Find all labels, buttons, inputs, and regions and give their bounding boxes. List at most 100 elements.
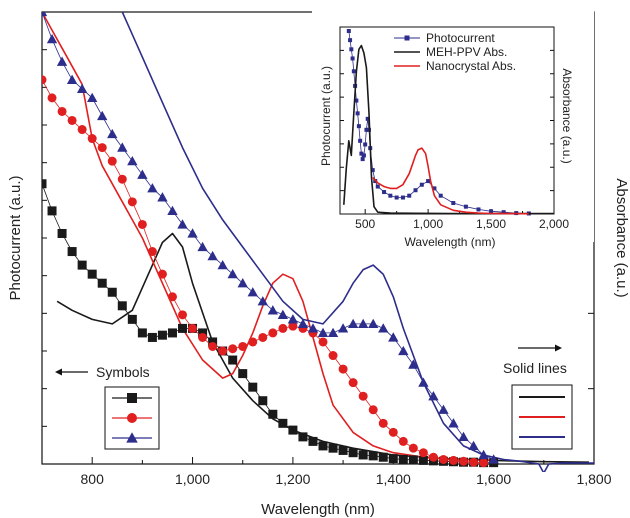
photocurrent-point-triangle (388, 332, 399, 342)
symbols-legend-marker-circle (127, 413, 137, 423)
inset-photocurrent-point (348, 38, 353, 43)
photocurrent-point-square (77, 260, 87, 270)
inset-photocurrent-point (364, 127, 369, 132)
photocurrent-point-circle (268, 328, 278, 338)
photocurrent-point-triangle (448, 418, 459, 428)
photocurrent-point-triangle (97, 110, 108, 121)
photocurrent-point-circle (137, 219, 147, 229)
inset-legend-label: MEH-PPV Abs. (426, 45, 507, 59)
photocurrent-point-square (418, 455, 428, 465)
photocurrent-point-square (268, 409, 278, 419)
photocurrent-point-circle (218, 346, 228, 356)
photocurrent-point-circle (77, 125, 87, 135)
photocurrent-point-circle (408, 443, 418, 453)
photocurrent-point-triangle (247, 287, 258, 297)
main-x-axis-label: Wavelength (nm) (261, 501, 375, 518)
photocurrent-point-triangle (197, 241, 208, 252)
photocurrent-point-triangle (368, 318, 379, 329)
photocurrent-point-triangle (137, 169, 148, 179)
photocurrent-point-circle (328, 351, 338, 361)
photocurrent-point-triangle (56, 56, 68, 66)
photocurrent-point-triangle (157, 192, 168, 202)
photocurrent-point-square (87, 269, 97, 279)
photocurrent-point-square (318, 441, 328, 451)
photocurrent-point-triangle (267, 305, 279, 315)
photocurrent-point-circle (448, 455, 458, 465)
photocurrent-point-square (67, 247, 77, 257)
photocurrent-point-triangle (327, 327, 339, 338)
inset-x-tick-labels: 500 1,000 1,500 2,000 (355, 217, 569, 231)
inset-photocurrent-point (407, 193, 412, 198)
photocurrent-point-triangle (66, 74, 78, 84)
photocurrent-point-triangle (117, 142, 128, 152)
photocurrent-point-circle (157, 269, 167, 279)
photocurrent-point-circle (418, 448, 428, 458)
photocurrent-point-triangle (177, 219, 188, 229)
photocurrent-point-square (157, 330, 167, 340)
photocurrent-point-triangle (468, 440, 479, 451)
photocurrent-point-square (358, 450, 368, 460)
photocurrent-point-square (368, 451, 378, 461)
photocurrent-point-triangle (408, 359, 419, 369)
symbols-arrow-head (55, 368, 62, 376)
photocurrent-point-triangle (207, 250, 218, 261)
photocurrent-point-circle (178, 310, 188, 320)
photocurrent-point-circle (288, 321, 298, 331)
solid-lines-legend-items (519, 396, 565, 438)
photocurrent-point-triangle (287, 314, 299, 324)
photocurrent-point-triangle (217, 259, 228, 270)
photocurrent-point-circle (248, 337, 258, 347)
inset-photocurrent-point (370, 168, 375, 173)
inset-photocurrent-point (346, 29, 351, 33)
inset-chart: 500 1,000 1,500 2,000 Wavelength (nm) Photo… (312, 8, 594, 249)
photocurrent-point-triangle (46, 33, 58, 44)
photocurrent-point-square (298, 432, 308, 442)
inset-photocurrent-point (355, 111, 360, 116)
photocurrent-point-circle (42, 75, 47, 85)
inset-photocurrent-point (451, 201, 456, 206)
inset-series-group (343, 29, 554, 216)
photocurrent-point-triangle (398, 345, 409, 356)
photocurrent-point-triangle (317, 327, 329, 338)
photocurrent-point-circle (97, 143, 107, 153)
inset-photocurrent-point (359, 151, 364, 156)
inset-photocurrent-point (350, 56, 355, 61)
photocurrent-point-square (97, 278, 107, 288)
inset-photocurrent-point (360, 157, 365, 162)
inset-photocurrent-point (361, 153, 366, 158)
inset-photocurrent-point (489, 209, 494, 214)
photocurrent-point-triangle (277, 309, 289, 319)
inset-photocurrent-point (501, 210, 506, 215)
inset-photocurrent-point (356, 124, 361, 129)
inset-x-tick-label: 1,500 (476, 217, 506, 231)
inset-photocurrent-point (476, 207, 481, 212)
main-x-tick-label: 800 (81, 471, 105, 487)
photocurrent-point-circle (348, 378, 358, 388)
photocurrent-point-circle (258, 332, 268, 342)
main-x-tick-label: 1,400 (376, 471, 411, 487)
photocurrent-point-circle (388, 427, 398, 437)
photocurrent-point-triangle (127, 155, 138, 166)
inset-y-axis-label-left: Photocurrent (a.u.) (319, 66, 333, 166)
photocurrent-point-square (228, 355, 238, 365)
photocurrent-point-square (258, 396, 268, 406)
photocurrent-point-circle (238, 341, 248, 351)
inset-photocurrent-point (388, 193, 393, 198)
photocurrent-point-triangle (357, 318, 369, 329)
photocurrent-point-triangle (107, 128, 118, 139)
inset-photocurrent-point (354, 98, 359, 103)
symbols-legend-items (112, 393, 152, 443)
photocurrent-point-triangle (237, 278, 248, 288)
inset-y-axis-label-right: Absorbance (a.u.) (560, 68, 574, 163)
inset-photocurrent-point (363, 142, 368, 147)
photocurrent-point-square (147, 332, 157, 342)
photocurrent-point-triangle (378, 323, 389, 333)
photocurrent-point-circle (208, 341, 218, 351)
inset-photocurrent-point (382, 190, 387, 195)
absorbance-line-2 (121, 12, 594, 472)
photocurrent-point-circle (127, 197, 137, 207)
inset-photocurrent-point (375, 184, 380, 189)
inset-photocurrent-point (349, 47, 354, 52)
